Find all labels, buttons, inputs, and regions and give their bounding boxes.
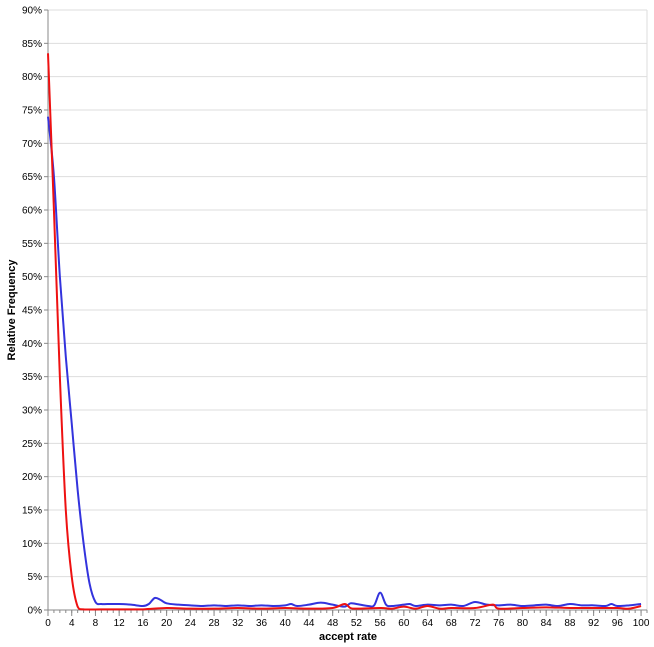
y-tick-label: 75% — [22, 106, 42, 117]
series-line-red — [47, 53, 642, 611]
y-axis-title: Relative Frequency — [6, 259, 18, 361]
x-tick-label: 88 — [564, 618, 576, 629]
x-tick-label: 40 — [280, 618, 292, 629]
x-axis-title: accept rate — [319, 631, 377, 643]
x-tick-label: 48 — [327, 618, 339, 629]
axis-layer: 0% 5% 10% 15% 20% 25% 30% 35% 40% 45% 50% 55% 60% 65%… — [22, 6, 650, 630]
x-tick-label: 100 — [633, 618, 650, 629]
x-tick-label: 24 — [185, 618, 197, 629]
y-tick-label: 90% — [22, 6, 42, 17]
x-tick-label: 72 — [469, 618, 481, 629]
x-tick-label: 4 — [69, 618, 75, 629]
series-line-blue — [47, 116, 642, 608]
y-tick-label: 10% — [22, 539, 42, 550]
y-tick-label: 50% — [22, 272, 42, 283]
x-tick-label: 32 — [232, 618, 244, 629]
x-tick-label: 84 — [541, 618, 553, 629]
x-tick-label: 12 — [114, 618, 126, 629]
x-tick-label: 96 — [612, 618, 624, 629]
x-tick-label: 80 — [517, 618, 529, 629]
y-tick-label: 55% — [22, 239, 42, 250]
x-tick-label: 8 — [93, 618, 99, 629]
y-tick-label: 0% — [28, 606, 43, 617]
x-tick-label: 20 — [161, 618, 173, 629]
x-tick-label: 68 — [446, 618, 458, 629]
y-tick-label: 40% — [22, 339, 42, 350]
series-layer — [47, 53, 642, 611]
y-tick-label: 60% — [22, 206, 42, 217]
y-tick-label: 80% — [22, 72, 42, 83]
x-tick-label: 16 — [137, 618, 149, 629]
y-tick-label: 85% — [22, 39, 42, 50]
x-tick-label: 76 — [493, 618, 505, 629]
x-tick-label: 60 — [398, 618, 410, 629]
x-tick-label: 64 — [422, 618, 434, 629]
x-tick-label: 0 — [45, 618, 51, 629]
y-tick-label: 65% — [22, 172, 42, 183]
x-tick-label: 56 — [375, 618, 387, 629]
y-tick-label: 15% — [22, 506, 42, 517]
y-tick-label: 25% — [22, 439, 42, 450]
y-tick-label: 45% — [22, 306, 42, 317]
y-tick-label: 20% — [22, 472, 42, 483]
x-tick-label: 28 — [208, 618, 220, 629]
y-tick-label: 30% — [22, 406, 42, 417]
x-tick-label: 36 — [256, 618, 268, 629]
y-tick-label: 5% — [28, 572, 43, 583]
y-tick-label: 35% — [22, 372, 42, 383]
x-tick-label: 44 — [303, 618, 315, 629]
x-tick-label: 52 — [351, 618, 363, 629]
x-tick-label: 92 — [588, 618, 600, 629]
y-tick-label: 70% — [22, 139, 42, 150]
grid-layer — [48, 9, 648, 611]
